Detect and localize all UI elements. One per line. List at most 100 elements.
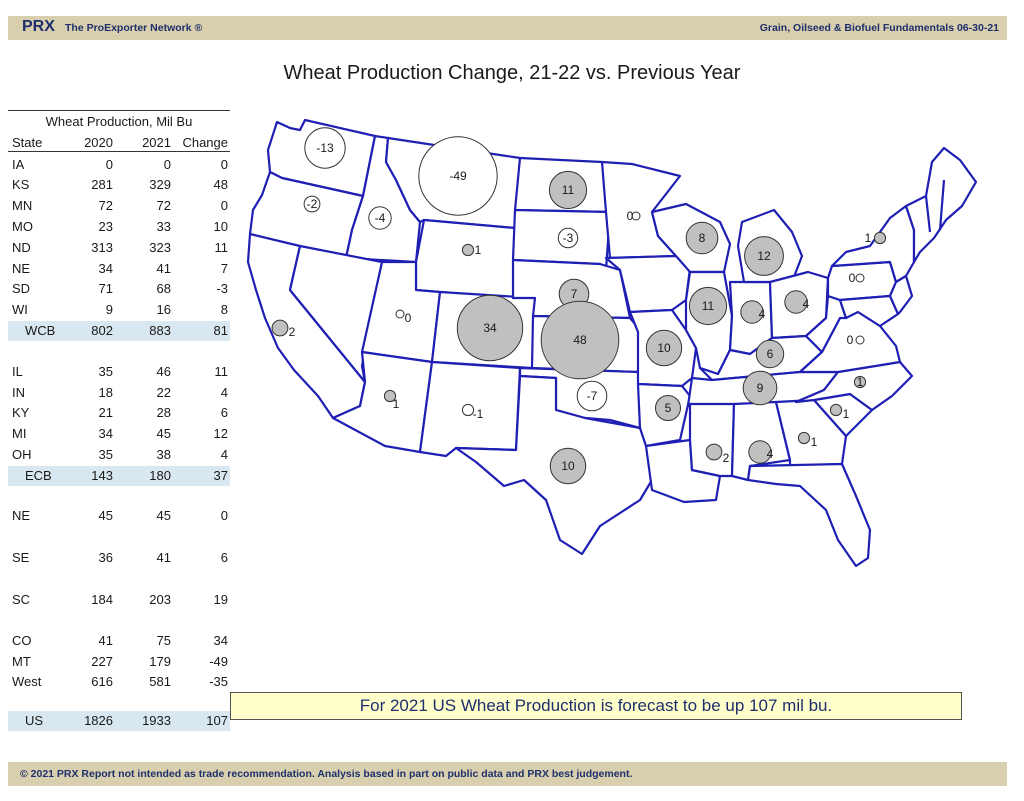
table-row: OH 35 38 4 bbox=[8, 445, 230, 465]
table-row: MN 72 72 0 bbox=[8, 196, 230, 216]
value-2021-cell: 75 bbox=[156, 633, 171, 648]
table-subtotal-row: US 1826 1933 107 bbox=[8, 711, 230, 731]
col-header-2021: 2021 bbox=[142, 135, 171, 150]
table-row: IA 0 0 0 bbox=[8, 155, 230, 175]
value-2020-cell: 9 bbox=[105, 302, 113, 317]
state-cell: ECB bbox=[25, 468, 52, 483]
bubble-nc bbox=[853, 375, 867, 389]
state-cell: West bbox=[12, 674, 42, 689]
state-cell: KY bbox=[12, 405, 30, 420]
change-cell: 107 bbox=[206, 713, 228, 728]
value-2020-cell: 72 bbox=[98, 198, 113, 213]
bubble-ia bbox=[688, 286, 728, 326]
bubble-label-va: 0 bbox=[847, 333, 854, 347]
value-2021-cell: 1933 bbox=[142, 713, 171, 728]
value-2021-cell: 41 bbox=[156, 550, 171, 565]
state-cell: IL bbox=[12, 364, 23, 379]
bubble-or bbox=[303, 195, 321, 213]
bubble-ky bbox=[755, 339, 785, 369]
table-title: Wheat Production, Mil Bu bbox=[8, 110, 230, 129]
header-bar: PRX The ProExporter Network ® Grain, Oil… bbox=[8, 16, 1007, 40]
value-2020-cell: 184 bbox=[91, 592, 113, 607]
state-cell: SE bbox=[12, 550, 30, 565]
bubble-ms bbox=[705, 443, 723, 461]
bubble-label-in: 4 bbox=[759, 307, 766, 321]
state-cell: MN bbox=[12, 198, 33, 213]
state-cell: IA bbox=[12, 157, 25, 172]
value-2020-cell: 18 bbox=[98, 385, 113, 400]
table-row: WI 9 16 8 bbox=[8, 300, 230, 320]
value-2020-cell: 36 bbox=[98, 550, 113, 565]
change-cell: 0 bbox=[220, 157, 228, 172]
bubble-oh bbox=[784, 290, 808, 314]
state-cell: WCB bbox=[25, 323, 56, 338]
table-subtotal-row: WCB 802 883 81 bbox=[8, 321, 230, 341]
bubble-co bbox=[456, 294, 524, 362]
bubble-label-id: -4 bbox=[375, 211, 386, 225]
bubble-ny bbox=[873, 231, 887, 245]
bubble-label-ut: 0 bbox=[405, 311, 412, 325]
state-cell: NE bbox=[12, 508, 31, 523]
bubble-nd bbox=[548, 170, 588, 210]
bubble-label-ne: 7 bbox=[571, 287, 578, 301]
state-cell: MI bbox=[12, 426, 27, 441]
change-cell: -35 bbox=[209, 674, 228, 689]
change-cell: 6 bbox=[220, 405, 228, 420]
bubble-va bbox=[855, 335, 865, 345]
value-2020-cell: 1826 bbox=[84, 713, 113, 728]
table-row: IL 35 46 11 bbox=[8, 362, 230, 382]
change-cell: 11 bbox=[214, 240, 229, 255]
bubble-sd bbox=[557, 227, 579, 249]
bubble-in bbox=[740, 300, 764, 324]
bubble-wa bbox=[304, 127, 346, 169]
bubble-label-nc: 1 bbox=[857, 375, 864, 389]
state-cell: MO bbox=[12, 219, 33, 234]
value-2021-cell: 28 bbox=[156, 405, 171, 420]
bubble-ar bbox=[655, 395, 681, 421]
change-cell: 7 bbox=[220, 261, 228, 276]
page-title: Wheat Production Change, 21-22 vs. Previ… bbox=[283, 62, 741, 84]
state-nj bbox=[888, 274, 914, 316]
change-cell: 37 bbox=[213, 468, 228, 483]
value-2020-cell: 616 bbox=[91, 674, 113, 689]
table-row: KY 21 28 6 bbox=[8, 403, 230, 423]
value-2021-cell: 68 bbox=[156, 281, 171, 296]
value-2020-cell: 281 bbox=[91, 177, 113, 192]
value-2021-cell: 22 bbox=[156, 385, 171, 400]
table-row: KS 281 329 48 bbox=[8, 175, 230, 195]
bubble-label-ky: 6 bbox=[767, 347, 774, 361]
change-cell: 6 bbox=[220, 550, 228, 565]
table-row: IN 18 22 4 bbox=[8, 383, 230, 403]
state-vt-nh bbox=[924, 179, 946, 233]
change-cell: 48 bbox=[213, 177, 228, 192]
state-fl bbox=[746, 462, 872, 568]
value-2021-cell: 883 bbox=[149, 323, 171, 338]
bubble-al bbox=[748, 440, 772, 464]
bubble-label-ms: 2 bbox=[723, 451, 730, 465]
table-row: SC 184 203 19 bbox=[8, 590, 230, 610]
state-cell: CO bbox=[12, 633, 32, 648]
table-row: NE 45 45 0 bbox=[8, 506, 230, 526]
value-2020-cell: 34 bbox=[98, 426, 113, 441]
value-2020-cell: 45 bbox=[98, 508, 113, 523]
table-row: West 616 581 -35 bbox=[8, 672, 230, 692]
state-cell: OH bbox=[12, 447, 32, 462]
bubble-label-ia: 11 bbox=[702, 299, 715, 313]
value-2021-cell: 180 bbox=[149, 468, 171, 483]
state-cell: IN bbox=[12, 385, 25, 400]
bubble-wi bbox=[685, 221, 719, 255]
bubble-tn bbox=[742, 370, 778, 406]
table-row: MI 34 45 12 bbox=[8, 424, 230, 444]
bubble-mo bbox=[645, 329, 683, 367]
bubble-label-ks: 48 bbox=[573, 333, 587, 347]
value-2021-cell: 581 bbox=[149, 674, 171, 689]
table-row: NE 34 41 7 bbox=[8, 259, 230, 279]
bubble-ks bbox=[540, 300, 620, 380]
change-cell: 4 bbox=[220, 447, 228, 462]
value-2021-cell: 203 bbox=[149, 592, 171, 607]
state-ms bbox=[688, 402, 736, 478]
footer-bar: © 2021 PRX Report not intended as trade … bbox=[8, 762, 1007, 786]
value-2021-cell: 38 bbox=[156, 447, 171, 462]
